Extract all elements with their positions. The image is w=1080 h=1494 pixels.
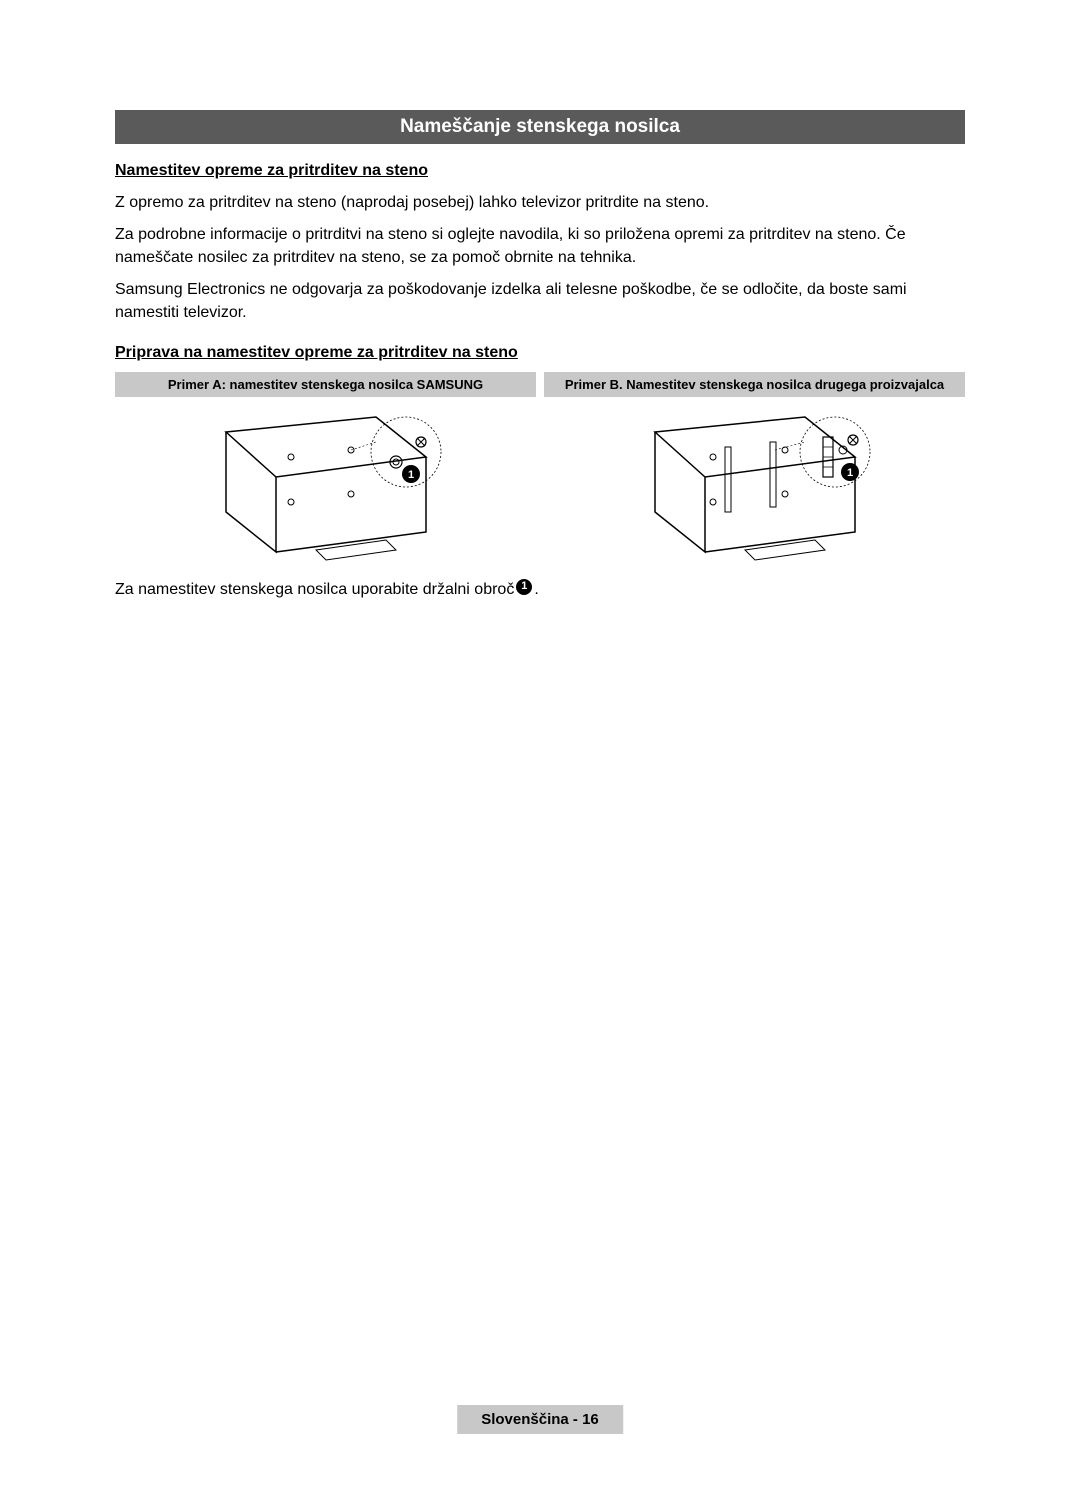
svg-text:1: 1 (407, 469, 413, 481)
page-title-bar: Nameščanje stenskega nosilca (115, 110, 965, 144)
svg-text:1: 1 (846, 467, 852, 479)
case-a-diagram: 1 (115, 397, 536, 567)
paragraph-1: Z opremo za pritrditev na steno (naproda… (115, 192, 965, 214)
caption-text-pre: Za namestitev stenskega nosilca uporabit… (115, 579, 514, 601)
heading-prepare: Priprava na namestitev opreme za pritrdi… (115, 344, 965, 362)
case-a-column: Primer A: namestitev stenskega nosilca S… (115, 372, 536, 567)
case-a-header: Primer A: namestitev stenskega nosilca S… (115, 372, 536, 397)
case-b-column: Primer B. Namestitev stenskega nosilca d… (544, 372, 965, 567)
case-b-header: Primer B. Namestitev stenskega nosilca d… (544, 372, 965, 397)
paragraph-2: Za podrobne informacije o pritrditvi na … (115, 224, 965, 269)
paragraph-3: Samsung Electronics ne odgovarja za pošk… (115, 279, 965, 324)
tv-diagram-b-icon: 1 (625, 402, 885, 562)
page-footer: Slovenščina - 16 (457, 1405, 623, 1434)
tv-diagram-a-icon: 1 (196, 402, 456, 562)
heading-install: Namestitev opreme za pritrditev na steno (115, 162, 965, 180)
cases-row: Primer A: namestitev stenskega nosilca S… (115, 372, 965, 567)
diagram-caption: Za namestitev stenskega nosilca uporabit… (115, 579, 965, 601)
caption-text-post: . (534, 579, 538, 601)
caption-number-icon: 1 (516, 579, 532, 595)
case-b-diagram: 1 (544, 397, 965, 567)
